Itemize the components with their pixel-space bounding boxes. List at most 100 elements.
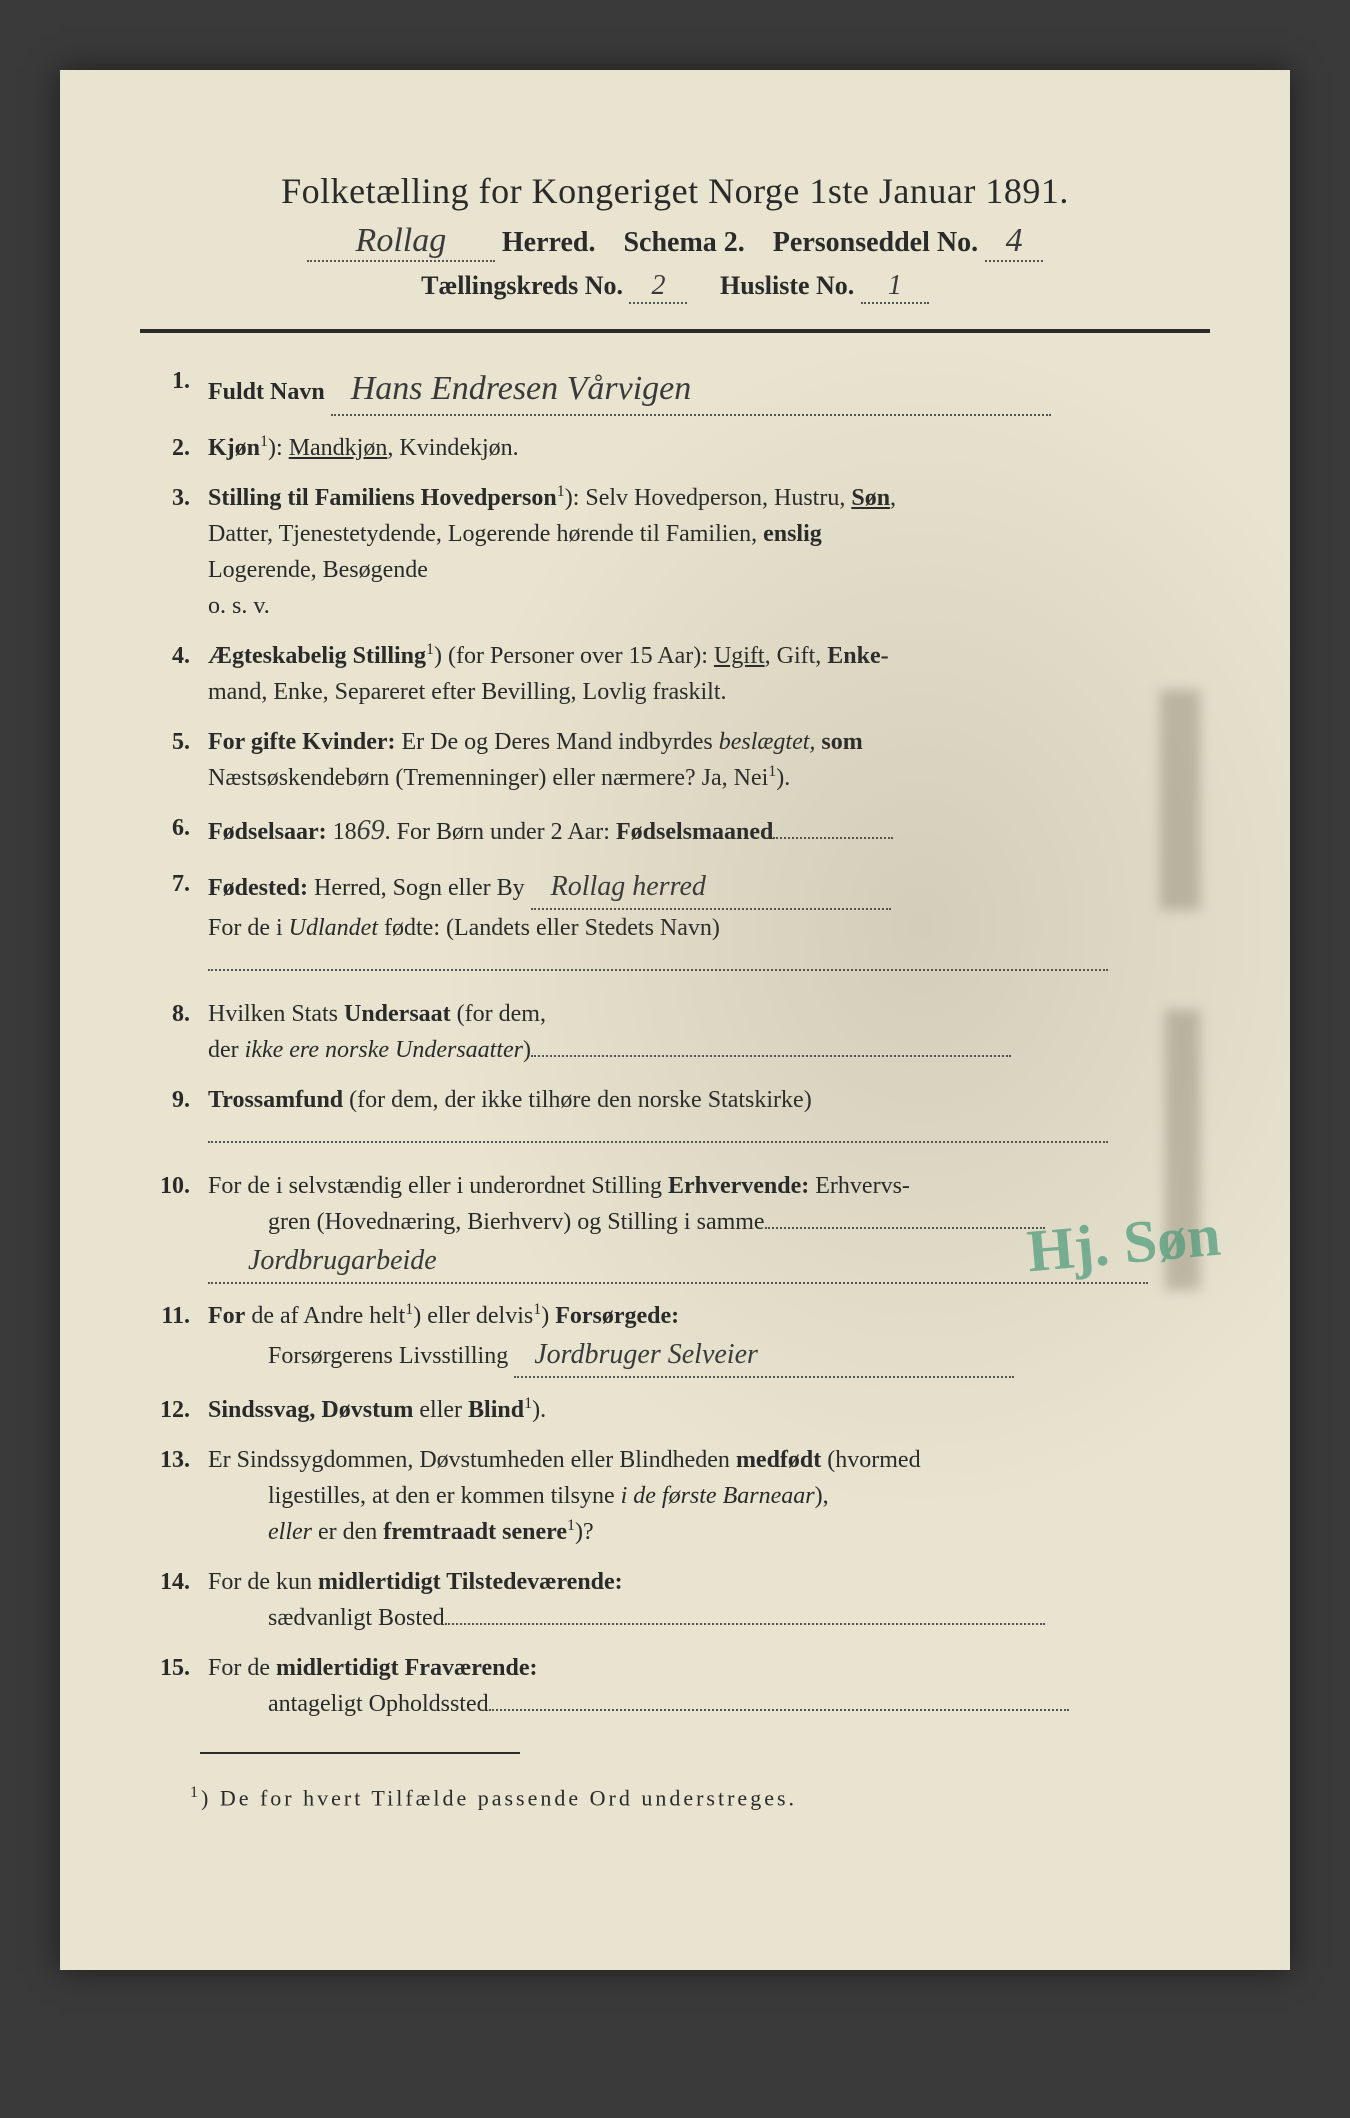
row-num: 6.: [140, 810, 208, 846]
field-text: eller: [413, 1397, 468, 1423]
field-text: . For Børn under 2 Aar:: [385, 819, 616, 845]
row-birthplace: 7. Fødested: Herred, Sogn eller By Rolla…: [140, 866, 1200, 982]
provider-value: Jordbruger Selveier: [514, 1334, 1014, 1378]
field-text: Er Sindssygdommen, Døvstumheden eller Bl…: [208, 1447, 736, 1473]
blank-field: [531, 1055, 1011, 1057]
row-provider: 11. For de af Andre helt1) eller delvis1…: [140, 1298, 1200, 1378]
personseddel-label: Personseddel No.: [773, 227, 978, 258]
row-content: Stilling til Familiens Hovedperson1): Se…: [208, 480, 1200, 624]
row-content: Trossamfund (for dem, der ikke tilhøre d…: [208, 1082, 1200, 1154]
emphasis: fremtraadt senere: [383, 1519, 567, 1545]
form-header: Folketælling for Kongeriget Norge 1ste J…: [120, 170, 1230, 304]
field-text: ligestilles, at den er kommen tilsyne: [268, 1483, 621, 1509]
footnote-ref: 1: [533, 1301, 541, 1318]
option-enslig: enslig: [763, 521, 822, 547]
field-label: midlertidigt Fraværende:: [276, 1655, 538, 1681]
row-content: Fuldt Navn Hans Endresen Vårvigen: [208, 363, 1200, 416]
row-congenital: 13. Er Sindssygdommen, Døvstumheden elle…: [140, 1442, 1200, 1550]
row-temporary-present: 14. For de kun midlertidigt Tilstedevære…: [140, 1564, 1200, 1636]
footnote-ref: 1: [557, 483, 565, 500]
blank-field: [489, 1709, 1069, 1711]
field-text: ): [541, 1303, 555, 1329]
footnote-ref: 1: [426, 641, 434, 658]
row-temporary-absent: 15. For de midlertidigt Fraværende: anta…: [140, 1650, 1200, 1722]
field-text: For de i: [208, 915, 289, 941]
year-prefix: 18: [327, 819, 357, 845]
row-content: Er Sindssygdommen, Døvstumheden eller Bl…: [208, 1442, 1200, 1550]
field-text: (for dem, der ikke tilhøre den norske St…: [343, 1087, 812, 1113]
kreds-label: Tællingskreds No.: [421, 271, 623, 300]
herred-label: Herred.: [502, 227, 596, 258]
emphasis: beslægtet,: [719, 729, 816, 755]
emphasis: eller: [268, 1519, 312, 1545]
green-annotation: Hj. Søn: [1023, 1190, 1223, 1297]
footnote-ref: 1: [567, 1517, 575, 1534]
field-text: Er De og Deres Mand indbyrdes: [396, 729, 719, 755]
row-num: 4.: [140, 638, 208, 674]
row-num: 2.: [140, 430, 208, 466]
footnote-ref: 1: [524, 1395, 532, 1412]
row-related: 5. For gifte Kvinder: Er De og Deres Man…: [140, 724, 1200, 796]
row-content: Ægteskabelig Stilling1) (for Personer ov…: [208, 638, 1200, 710]
field-text: )?: [575, 1519, 594, 1545]
divider: [140, 329, 1210, 333]
field-text: sædvanligt Bosted: [268, 1605, 445, 1631]
field-label: Ægteskabelig Stilling: [208, 643, 426, 669]
field-label: Kjøn: [208, 435, 260, 461]
row-marital: 4. Ægteskabelig Stilling1) (for Personer…: [140, 638, 1200, 710]
name-value: Hans Endresen Vårvigen: [331, 363, 1051, 416]
row-content: For de kun midlertidigt Tilstedeværende:…: [208, 1564, 1200, 1636]
field-text: gren (Hovednæring, Bierhverv) og Stillin…: [268, 1209, 765, 1235]
row-birthyear: 6. Fødselsaar: 1869. For Børn under 2 Aa…: [140, 810, 1200, 852]
field-text: Erhvervs-: [809, 1173, 910, 1199]
field-label: Erhvervende:: [668, 1173, 809, 1199]
field-text: (hvormed: [821, 1447, 920, 1473]
row-citizenship: 8. Hvilken Stats Undersaat (for dem, der…: [140, 996, 1200, 1068]
footnote-ref: 1: [260, 433, 268, 450]
field-text: For de i selvstændig eller i underordnet…: [208, 1173, 668, 1199]
occupation-value: Jordbrugarbeide: [208, 1240, 1148, 1284]
options-text: mand, Enke, Separeret efter Bevilling, L…: [208, 679, 727, 705]
footnote: 1) De for hvert Tilfælde passende Ord un…: [190, 1784, 1230, 1811]
emphasis: som: [821, 729, 862, 755]
row-content: For de af Andre helt1) eller delvis1) Fo…: [208, 1298, 1200, 1378]
field-text: For de kun: [208, 1569, 318, 1595]
field-text: ) (for Personer over 15 Aar):: [434, 643, 714, 669]
blank-field: [773, 837, 893, 839]
options-text: Logerende, Besøgende: [208, 557, 428, 583]
row-sex: 2. Kjøn1): Mandkjøn, Kvindekjøn.: [140, 430, 1200, 466]
row-content: Fødested: Herred, Sogn eller By Rollag h…: [208, 866, 1200, 982]
field-text: ):: [268, 435, 289, 461]
field-label: midlertidigt Tilstedeværende:: [318, 1569, 623, 1595]
option-ugift: Ugift: [714, 643, 765, 669]
field-text: For de: [208, 1655, 276, 1681]
field-text: ) eller delvis: [413, 1303, 533, 1329]
field-label: Undersaat: [344, 1001, 451, 1027]
option-female: Kvindekjøn.: [399, 435, 518, 461]
row-disability: 12. Sindssvag, Døvstum eller Blind1).: [140, 1392, 1200, 1428]
row-content: Sindssvag, Døvstum eller Blind1).: [208, 1392, 1200, 1428]
row-content: Kjøn1): Mandkjøn, Kvindekjøn.: [208, 430, 1200, 466]
header-line-2: Rollag Herred. Schema 2. Personseddel No…: [120, 222, 1230, 262]
row-num: 10.: [140, 1168, 208, 1204]
field-text: ),: [815, 1483, 829, 1509]
row-num: 12.: [140, 1392, 208, 1428]
separator: ,: [387, 435, 399, 461]
options-text: Datter, Tjenestetydende, Logerende høren…: [208, 521, 763, 547]
row-num: 1.: [140, 363, 208, 399]
field-text: fødte: (Landets eller Stedets Navn): [378, 915, 720, 941]
footnote-text: ) De for hvert Tilfælde passende Ord und…: [201, 1785, 797, 1810]
row-num: 3.: [140, 480, 208, 516]
paper-smudge: [1160, 690, 1200, 910]
row-content: Fødselsaar: 1869. For Børn under 2 Aar: …: [208, 810, 1200, 852]
field-label: Blind: [468, 1397, 524, 1423]
header-line-3: Tællingskreds No. 2 Husliste No. 1: [120, 270, 1230, 304]
personseddel-no: 4: [985, 222, 1043, 262]
row-num: 15.: [140, 1650, 208, 1686]
blank-field: [765, 1227, 1045, 1229]
options-text: ): Selv Hovedperson, Hustru,: [565, 485, 852, 511]
options-text: Næstsøskendebørn (Tremenninger) eller næ…: [208, 765, 768, 791]
row-position: 3. Stilling til Familiens Hovedperson1):…: [140, 480, 1200, 624]
field-text: (for dem,: [451, 1001, 546, 1027]
row-content: Hvilken Stats Undersaat (for dem, der ik…: [208, 996, 1200, 1068]
